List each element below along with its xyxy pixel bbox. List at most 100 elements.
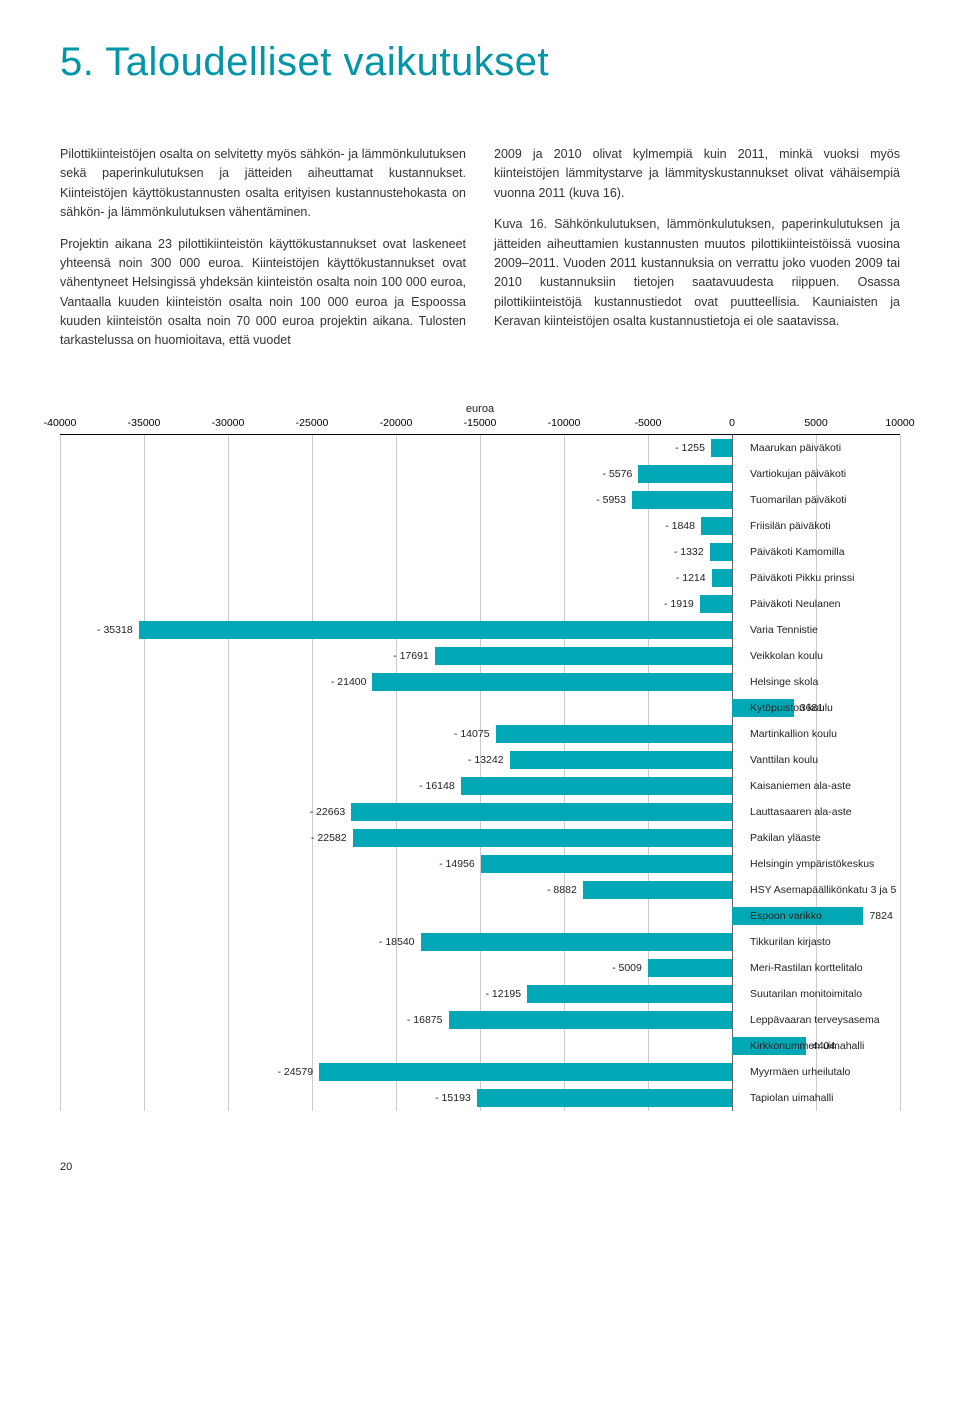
chart-row: Tuomarilan päiväkoti - 5953 <box>60 487 900 513</box>
chart-bar <box>711 439 732 457</box>
chart-bar <box>481 855 732 873</box>
chart-row: HSY Asemapäällikönkatu 3 ja 5 - 8882 <box>60 877 900 903</box>
chart-bar <box>372 673 732 691</box>
chart-bar <box>435 647 732 665</box>
chart-row-value: - 16875 <box>407 1011 443 1029</box>
chart-bar <box>496 725 732 743</box>
chart-row-name: Tikkurilan kirjasto <box>750 933 831 951</box>
para-3: 2009 ja 2010 olivat kylmempiä kuin 2011,… <box>494 145 900 203</box>
chart-bar <box>701 517 732 535</box>
chart-row-value: - 1919 <box>664 595 694 613</box>
chart-row: Vanttilan koulu - 13242 <box>60 747 900 773</box>
chart-row-value: - 5953 <box>596 491 626 509</box>
chart-row-name: Martinkallion koulu <box>750 725 837 743</box>
chart-row-name: Vartiokujan päiväkoti <box>750 465 846 483</box>
chart-row: Friisilän päiväkoti - 1848 <box>60 513 900 539</box>
chart-row-value: - 13242 <box>468 751 504 769</box>
chart-row-value: 4404 <box>812 1037 835 1055</box>
chart-row-name: Vanttilan koulu <box>750 751 818 769</box>
chart-row-value: 7824 <box>869 907 892 925</box>
x-tick: -5000 <box>635 417 662 429</box>
chart-row: Myyrmäen urheilutalo - 24579 <box>60 1059 900 1085</box>
chart-row-name: Meri-Rastilan korttelitalo <box>750 959 863 977</box>
x-tick: -35000 <box>128 417 161 429</box>
chart-row-value: - 5009 <box>612 959 642 977</box>
chart-row: Päiväkoti Pikku prinssi- 1214 <box>60 565 900 591</box>
chart-row-name: Päiväkoti Pikku prinssi <box>750 569 854 587</box>
chart-row-name: Tuomarilan päiväkoti <box>750 491 847 509</box>
chart-rows: Maarukan päiväkoti - 1255 Vartiokujan päiv… <box>60 435 900 1111</box>
chart-row-value: - 1255 <box>675 439 705 457</box>
column-right: 2009 ja 2010 olivat kylmempiä kuin 2011,… <box>494 145 900 363</box>
chart-bar <box>648 959 732 977</box>
x-tick: -10000 <box>548 417 581 429</box>
chart-row-value: - 24579 <box>277 1063 313 1081</box>
chart-row-value: - 14075 <box>454 725 490 743</box>
chart-bar <box>712 569 732 587</box>
chart-row: Kytöpuiston koulu3681 <box>60 695 900 721</box>
chart-row: Lauttasaaren ala-aste - 22663 <box>60 799 900 825</box>
chart-row-value: - 21400 <box>331 673 367 691</box>
chart-row-name: Päiväkoti Neulanen <box>750 595 840 613</box>
chart-row-value: - 14956 <box>439 855 475 873</box>
chart-row: Päiväkoti Neulanen - 1919 <box>60 591 900 617</box>
chart-row: Varia Tennistie - 35318 <box>60 617 900 643</box>
chart-row-name: Päiväkoti Kamomilla <box>750 543 845 561</box>
chart-row-value: - 16148 <box>419 777 455 795</box>
page-title: 5. Taloudelliset vaikutukset <box>60 40 900 85</box>
chart-bar <box>139 621 732 639</box>
x-tick: -20000 <box>380 417 413 429</box>
chart-row: Tikkurilan kirjasto - 18540 <box>60 929 900 955</box>
chart-row-name: Friisilän päiväkoti <box>750 517 831 535</box>
chart-row-value: - 18540 <box>379 933 415 951</box>
chart-row: Veikkolan koulu- 17691 <box>60 643 900 669</box>
chart-row-value: - 22663 <box>310 803 346 821</box>
chart-row-name: Varia Tennistie <box>750 621 818 639</box>
chart-row: Päiväkoti Kamomilla- 1332 <box>60 539 900 565</box>
chart-row-name: Myyrmäen urheilutalo <box>750 1063 850 1081</box>
chart-bar <box>477 1089 732 1107</box>
chart-row-name: Leppävaaran terveysasema <box>750 1011 880 1029</box>
para-4: Kuva 16. Sähkönkulutuksen, lämmönkulutuk… <box>494 215 900 331</box>
chart-bar <box>319 1063 732 1081</box>
chart-bar <box>632 491 732 509</box>
chart-row: Kirkkonummen uimahalli4404 <box>60 1033 900 1059</box>
chart-row-value: - 35318 <box>97 621 133 639</box>
chart-row: Pakilan yläaste- 22582 <box>60 825 900 851</box>
column-left: Pilottikiinteistöjen osalta on selvitett… <box>60 145 466 363</box>
chart-row-value: - 8882 <box>547 881 577 899</box>
chart-unit-label: euroa <box>60 403 900 415</box>
chart-row: Tapiolan uimahalli - 15193 <box>60 1085 900 1111</box>
chart-row: Vartiokujan päiväkoti- 5576 <box>60 461 900 487</box>
x-tick: 0 <box>729 417 735 429</box>
page-number: 20 <box>60 1161 900 1173</box>
chart-row-value: - 1848 <box>665 517 695 535</box>
chart-row-value: - 22582 <box>311 829 347 847</box>
chart-row-name: Tapiolan uimahalli <box>750 1089 833 1107</box>
x-tick: -25000 <box>296 417 329 429</box>
chart-row: Maarukan päiväkoti - 1255 <box>60 435 900 461</box>
chart-row-name: Kirkkonummen uimahalli <box>750 1037 864 1055</box>
chart-row: Suutarilan monitoimitalo- 12195 <box>60 981 900 1007</box>
x-tick: 5000 <box>804 417 827 429</box>
para-1: Pilottikiinteistöjen osalta on selvitett… <box>60 145 466 223</box>
chart-bar <box>710 543 732 561</box>
chart-row-name: HSY Asemapäällikönkatu 3 ja 5 <box>750 881 896 899</box>
chart-row: Meri-Rastilan korttelitalo - 5009 <box>60 955 900 981</box>
chart-row: Martinkallion koulu - 14075 <box>60 721 900 747</box>
chart-bar <box>583 881 732 899</box>
chart-bar <box>510 751 732 769</box>
chart-bar <box>527 985 732 1003</box>
chart-bar <box>449 1011 733 1029</box>
chart-row-name: Suutarilan monitoimitalo <box>750 985 862 1003</box>
chart-row-name: Helsingin ympäristökeskus <box>750 855 874 873</box>
chart-row-name: Lauttasaaren ala-aste <box>750 803 852 821</box>
chart-row: Helsinge skola - 21400 <box>60 669 900 695</box>
chart-row-name: Kaisaniemen ala-aste <box>750 777 851 795</box>
chart-row-name: Maarukan päiväkoti <box>750 439 841 457</box>
chart-row-name: Helsinge skola <box>750 673 818 691</box>
chart-bar <box>353 829 732 847</box>
chart-row: Kaisaniemen ala-aste - 16148 <box>60 773 900 799</box>
chart-row-value: - 15193 <box>435 1089 471 1107</box>
x-tick: -15000 <box>464 417 497 429</box>
